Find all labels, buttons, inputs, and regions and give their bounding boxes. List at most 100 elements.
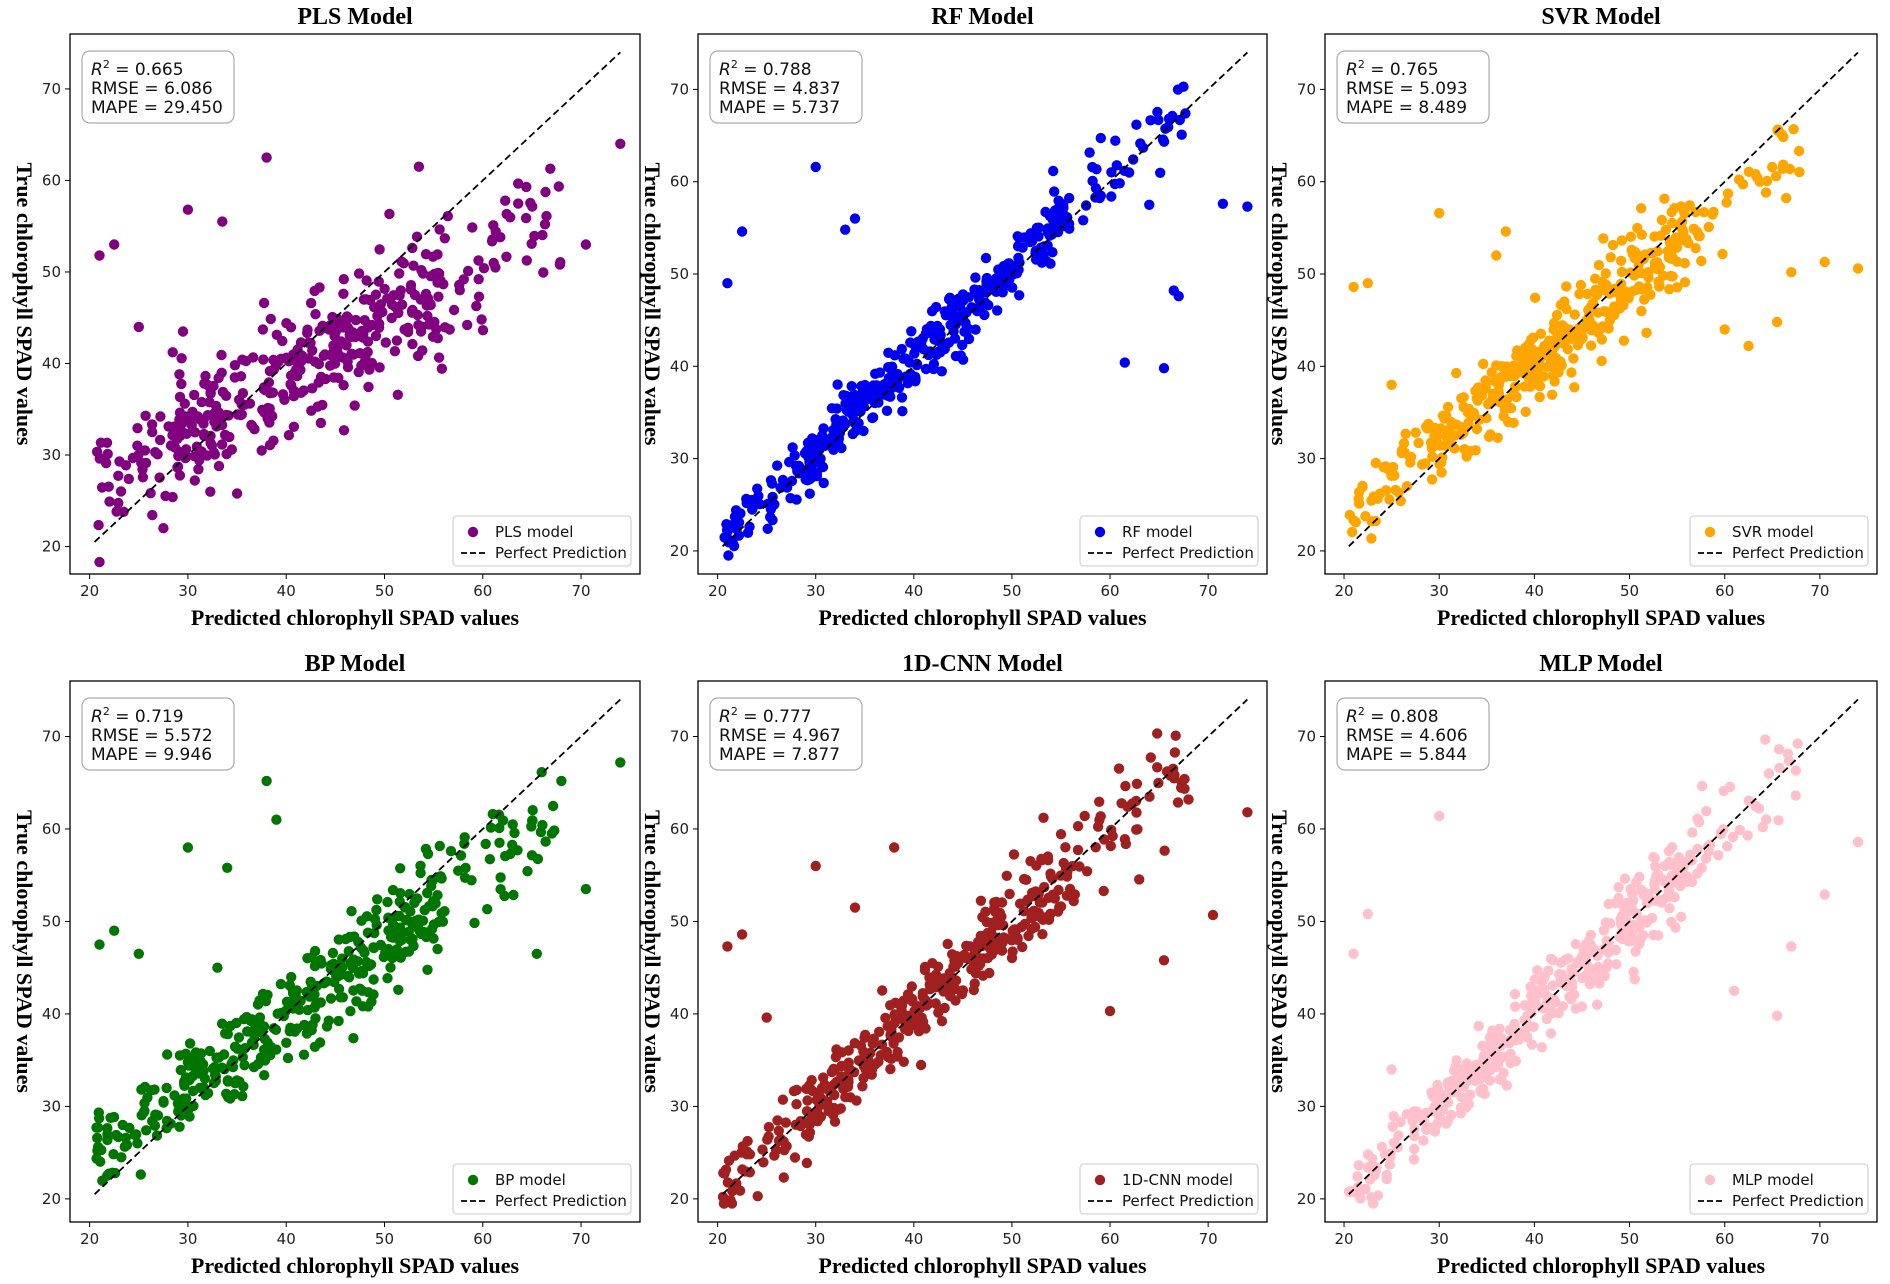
scatter-point [487, 234, 498, 245]
scatter-point [1661, 892, 1673, 903]
scatter-point [1491, 250, 1502, 261]
scatter-point [372, 894, 383, 905]
scatter-point [1072, 821, 1084, 832]
scatter-point [1008, 849, 1020, 860]
scatter-point [1684, 200, 1695, 211]
scatter-point [859, 379, 871, 391]
x-axis-label: Predicted chlorophyll SPAD values [1437, 605, 1766, 630]
scatter-point [1157, 134, 1169, 145]
scatter-point [1708, 206, 1719, 218]
scatter-point [1095, 132, 1107, 144]
scatter-point [1384, 494, 1395, 505]
scatter-point [1701, 806, 1712, 817]
scatter-point [1458, 1066, 1469, 1078]
scatter-point [200, 370, 211, 382]
scatter-point [403, 926, 414, 938]
scatter-point [772, 1115, 783, 1126]
scatter-point [1625, 231, 1637, 242]
scatter-point [1532, 989, 1543, 1000]
scatter-point [1025, 907, 1037, 919]
y-tick-label: 60 [1297, 820, 1316, 838]
scatter-point [252, 1058, 264, 1070]
scatter-point [405, 284, 417, 295]
y-tick-label: 50 [1297, 912, 1316, 930]
scatter-point [919, 961, 931, 973]
scatter-point [288, 349, 299, 360]
scatter-point [921, 324, 933, 335]
scatter-point [1588, 946, 1599, 957]
scatter-point [189, 389, 200, 401]
scatter-point [789, 450, 800, 461]
stats-box-frame [81, 50, 235, 124]
scatter-point [777, 474, 789, 486]
scatter-point [1362, 1162, 1374, 1173]
x-tick-label: 20 [1334, 1230, 1353, 1248]
scatter-point [1502, 364, 1514, 375]
scatter-point [213, 372, 224, 384]
scatter-point [149, 1084, 160, 1095]
scatter-point [1114, 178, 1125, 189]
y-tick-label: 40 [670, 357, 689, 375]
scatter-point [344, 972, 355, 983]
r2-value: = 0.719 [110, 707, 184, 727]
scatter-point [488, 220, 499, 231]
scatter-point [216, 349, 227, 361]
scatter-point [348, 1033, 359, 1044]
scatter-point [1491, 360, 1502, 371]
scatter-point [1131, 807, 1142, 818]
scatter-point [232, 1043, 243, 1055]
scatter-point [1589, 273, 1601, 284]
scatter-point [1348, 281, 1359, 293]
scatter-series [719, 81, 1253, 561]
scatter-point [508, 889, 519, 901]
scatter-point [858, 1072, 869, 1084]
scatter-point [485, 822, 497, 833]
perfect-prediction-line [1348, 51, 1859, 547]
scatter-point [311, 998, 322, 1010]
scatter-point [1729, 985, 1740, 996]
scatter-point [1437, 452, 1448, 463]
scatter-point [1045, 908, 1056, 919]
scatter-point [1616, 235, 1628, 246]
scatter-point [1615, 255, 1627, 266]
x-tick-label: 60 [1100, 582, 1119, 600]
scatter-point [349, 931, 360, 942]
scatter-point [476, 314, 487, 325]
scatter-point [1442, 1115, 1454, 1127]
scatter-point [366, 357, 378, 369]
scatter-point [1600, 917, 1612, 928]
scatter-point [374, 318, 385, 330]
scatter-point [762, 1134, 773, 1145]
scatter-point [1515, 349, 1526, 361]
scatter-point [182, 204, 194, 215]
x-tick-label: 70 [1199, 1230, 1218, 1248]
scatter-point [205, 430, 216, 442]
scatter-point [1095, 811, 1106, 822]
rmse-stat: RMSE = 4.606 [1346, 726, 1468, 746]
scatter-point [1413, 437, 1424, 449]
scatter-point [467, 222, 478, 233]
scatter-point [314, 1037, 326, 1048]
scatter-point [208, 380, 219, 392]
scatter-point [1679, 258, 1691, 269]
scatter-point [513, 178, 524, 189]
scatter-point [105, 1112, 116, 1124]
y-tick-label: 50 [42, 263, 61, 281]
scatter-point [810, 860, 821, 872]
chart-panel-2: RF Model Predicted chlorophyll SPAD value… [640, 4, 1268, 630]
scatter-point [1696, 780, 1708, 792]
scatter-point [531, 948, 542, 959]
scatter-point [1568, 967, 1579, 978]
scatter-point [1773, 815, 1784, 826]
scatter-point [1643, 272, 1654, 283]
scatter-point [521, 181, 532, 193]
scatter-point [335, 992, 346, 1003]
scatter-point [494, 837, 505, 848]
scatter-point [553, 181, 564, 192]
x-axis-label: Predicted chlorophyll SPAD values [818, 605, 1147, 630]
scatter-point [205, 486, 216, 497]
scatter-point [765, 475, 777, 486]
scatter-point [1575, 328, 1586, 340]
scatter-point [133, 948, 144, 959]
scatter-point [980, 297, 991, 308]
